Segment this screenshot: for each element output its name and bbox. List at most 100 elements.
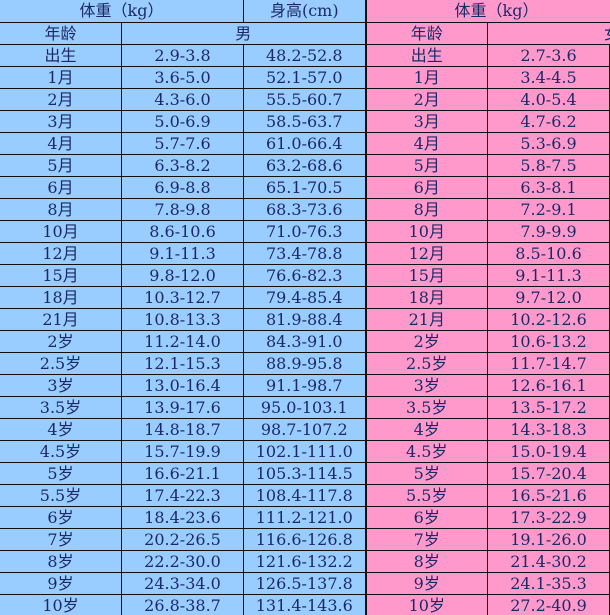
girl-weight-cell: 6.3-8.1 bbox=[487, 176, 610, 199]
boy-weight-cell: 11.2-14.0 bbox=[120, 330, 245, 353]
boy-weight-cell: 17.4-22.3 bbox=[120, 484, 245, 507]
age-cell: 5.5岁 bbox=[0, 484, 122, 507]
age-header: 年龄 bbox=[0, 22, 122, 45]
age-cell: 出生 bbox=[0, 44, 122, 67]
boy-weight-cell: 14.8-18.7 bbox=[120, 418, 245, 441]
boy-height-cell: 116.6-126.8 bbox=[243, 528, 367, 551]
boy-weight-cell: 9.8-12.0 bbox=[120, 264, 245, 287]
boy-weight-cell: 4.3-6.0 bbox=[120, 88, 245, 111]
girl-age-cell: 9岁 bbox=[365, 572, 489, 595]
boy-weight-cell: 6.9-8.8 bbox=[120, 176, 245, 199]
age-cell: 6岁 bbox=[0, 506, 122, 529]
table-row: 1月 3.6-5.0 52.1-57.0 1月 3.4-4.5 bbox=[0, 66, 610, 89]
boy-weight-cell: 10.3-12.7 bbox=[120, 286, 245, 309]
boy-weight-cell: 24.3-34.0 bbox=[120, 572, 245, 595]
girl-age-cell: 4岁 bbox=[365, 418, 489, 441]
age-cell: 10月 bbox=[0, 220, 122, 243]
age-cell: 3岁 bbox=[0, 374, 122, 397]
boy-weight-cell: 12.1-15.3 bbox=[120, 352, 245, 375]
girl-age-cell: 2.5岁 bbox=[365, 352, 489, 375]
girl-age-cell: 6岁 bbox=[365, 506, 489, 529]
header-row-units: 体重（kg） 身高(cm) 体重（kg） bbox=[0, 0, 610, 23]
boy-height-cell: 126.5-137.8 bbox=[243, 572, 367, 595]
age-cell: 6月 bbox=[0, 176, 122, 199]
boy-weight-cell: 13.0-16.4 bbox=[120, 374, 245, 397]
table-row: 6月 6.9-8.8 65.1-70.5 6月 6.3-8.1 bbox=[0, 176, 610, 199]
age-cell: 3月 bbox=[0, 110, 122, 133]
boy-height-cell: 73.4-78.8 bbox=[243, 242, 367, 265]
age-cell: 5月 bbox=[0, 154, 122, 177]
girl-weight-header: 体重（kg） bbox=[365, 0, 610, 23]
table-row: 6岁 18.4-23.6 111.2-121.0 6岁 17.3-22.9 bbox=[0, 506, 610, 529]
table-row: 2月 4.3-6.0 55.5-60.7 2月 4.0-5.4 bbox=[0, 88, 610, 111]
girl-weight-cell: 24.1-35.3 bbox=[487, 572, 610, 595]
boy-height-cell: 91.1-98.7 bbox=[243, 374, 367, 397]
age-cell: 8岁 bbox=[0, 550, 122, 573]
boy-height-cell: 131.4-143.6 bbox=[243, 594, 367, 615]
girl-weight-cell: 13.5-17.2 bbox=[487, 396, 610, 419]
girl-weight-cell: 3.4-4.5 bbox=[487, 66, 610, 89]
age-cell: 5岁 bbox=[0, 462, 122, 485]
age-cell: 2月 bbox=[0, 88, 122, 111]
table-row: 出生 2.9-3.8 48.2-52.8 出生 2.7-3.6 bbox=[0, 44, 610, 67]
girl-weight-cell: 2.7-3.6 bbox=[487, 44, 610, 67]
girl-header: 女 bbox=[487, 22, 610, 45]
girl-weight-cell: 21.4-30.2 bbox=[487, 550, 610, 573]
age-cell: 4.5岁 bbox=[0, 440, 122, 463]
girl-age-cell: 10岁 bbox=[365, 594, 489, 615]
boy-height-cell: 76.6-82.3 bbox=[243, 264, 367, 287]
table-row: 9岁 24.3-34.0 126.5-137.8 9岁 24.1-35.3 bbox=[0, 572, 610, 595]
girl-age-cell: 出生 bbox=[365, 44, 489, 67]
girl-weight-cell: 14.3-18.3 bbox=[487, 418, 610, 441]
table-row: 2岁 11.2-14.0 84.3-91.0 2岁 10.6-13.2 bbox=[0, 330, 610, 353]
girl-weight-cell: 27.2-40.9 bbox=[487, 594, 610, 615]
girl-age-cell: 10月 bbox=[365, 220, 489, 243]
girl-age-cell: 3.5岁 bbox=[365, 396, 489, 419]
boy-height-cell: 121.6-132.2 bbox=[243, 550, 367, 573]
boy-weight-cell: 5.7-7.6 bbox=[120, 132, 245, 155]
table-row: 4.5岁 15.7-19.9 102.1-111.0 4.5岁 15.0-19.4 bbox=[0, 440, 610, 463]
boy-weight-cell: 20.2-26.5 bbox=[120, 528, 245, 551]
table-row: 18月 10.3-12.7 79.4-85.4 18月 9.7-12.0 bbox=[0, 286, 610, 309]
girl-age-cell: 21月 bbox=[365, 308, 489, 331]
girl-age-cell: 8岁 bbox=[365, 550, 489, 573]
girl-weight-cell: 15.0-19.4 bbox=[487, 440, 610, 463]
boy-height-cell: 52.1-57.0 bbox=[243, 66, 367, 89]
girl-age-header: 年龄 bbox=[365, 22, 489, 45]
table-row: 21月 10.8-13.3 81.9-88.4 21月 10.2-12.6 bbox=[0, 308, 610, 331]
girl-age-cell: 15月 bbox=[365, 264, 489, 287]
age-cell: 7岁 bbox=[0, 528, 122, 551]
girl-age-cell: 1月 bbox=[365, 66, 489, 89]
girl-age-cell: 3岁 bbox=[365, 374, 489, 397]
girl-age-cell: 5.5岁 bbox=[365, 484, 489, 507]
age-cell: 18月 bbox=[0, 286, 122, 309]
boy-weight-cell: 18.4-23.6 bbox=[120, 506, 245, 529]
boy-height-cell: 111.2-121.0 bbox=[243, 506, 367, 529]
boy-weight-cell: 26.8-38.7 bbox=[120, 594, 245, 615]
boy-height-cell: 105.3-114.5 bbox=[243, 462, 367, 485]
age-cell: 12月 bbox=[0, 242, 122, 265]
boy-height-cell: 55.5-60.7 bbox=[243, 88, 367, 111]
age-cell: 1月 bbox=[0, 66, 122, 89]
girl-weight-cell: 17.3-22.9 bbox=[487, 506, 610, 529]
table-row: 12月 9.1-11.3 73.4-78.8 12月 8.5-10.6 bbox=[0, 242, 610, 265]
boy-height-cell: 58.5-63.7 bbox=[243, 110, 367, 133]
header-row-gender: 年龄 男 年龄 女 bbox=[0, 22, 610, 45]
boy-header: 男 bbox=[120, 22, 367, 45]
boy-weight-cell: 9.1-11.3 bbox=[120, 242, 245, 265]
table-row: 2.5岁 12.1-15.3 88.9-95.8 2.5岁 11.7-14.7 bbox=[0, 352, 610, 375]
girl-weight-cell: 5.8-7.5 bbox=[487, 154, 610, 177]
girl-age-cell: 2岁 bbox=[365, 330, 489, 353]
table-row: 5.5岁 17.4-22.3 108.4-117.8 5.5岁 16.5-21.6 bbox=[0, 484, 610, 507]
girl-weight-cell: 9.1-11.3 bbox=[487, 264, 610, 287]
girl-weight-cell: 4.7-6.2 bbox=[487, 110, 610, 133]
table-row: 7岁 20.2-26.5 116.6-126.8 7岁 19.1-26.0 bbox=[0, 528, 610, 551]
boy-height-cell: 48.2-52.8 bbox=[243, 44, 367, 67]
girl-weight-cell: 15.7-20.4 bbox=[487, 462, 610, 485]
girl-age-cell: 4月 bbox=[365, 132, 489, 155]
girl-weight-cell: 7.9-9.9 bbox=[487, 220, 610, 243]
girl-age-cell: 12月 bbox=[365, 242, 489, 265]
boy-weight-cell: 10.8-13.3 bbox=[120, 308, 245, 331]
boy-height-cell: 95.0-103.1 bbox=[243, 396, 367, 419]
boy-height-cell: 84.3-91.0 bbox=[243, 330, 367, 353]
